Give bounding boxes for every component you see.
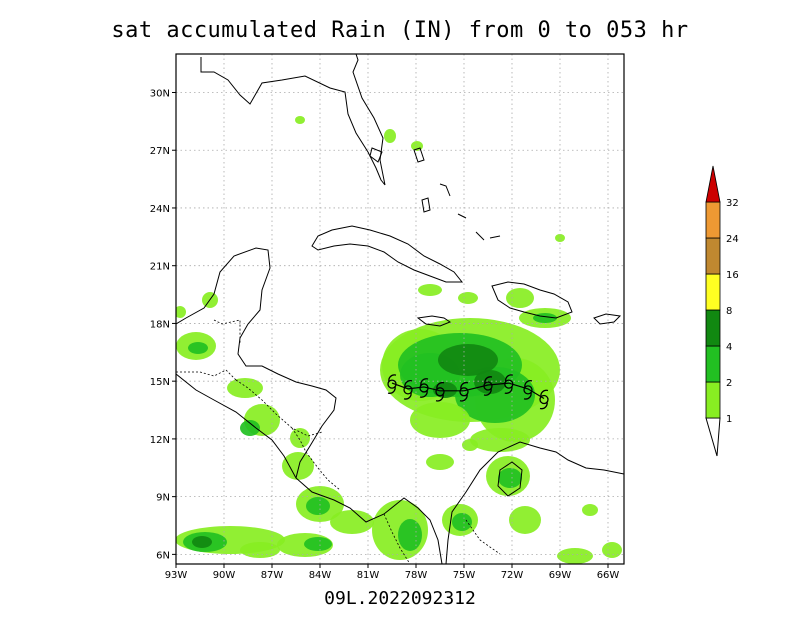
rain-cell	[438, 344, 498, 376]
tropical-storm-symbol	[387, 374, 397, 394]
rain-cell	[557, 548, 593, 564]
tropical-storm-symbol	[403, 380, 413, 400]
lon-tick-label: 87W	[261, 570, 284, 581]
lat-tick-label: 24N	[150, 204, 170, 215]
tropical-storm-symbol	[539, 389, 549, 410]
rain-cell	[304, 537, 332, 551]
lat-tick-label: 27N	[150, 146, 170, 157]
legend-swatch	[705, 201, 721, 239]
lon-tick-label: 90W	[213, 570, 236, 581]
legend-label: 4	[726, 342, 732, 353]
lon-tick-label: 66W	[597, 570, 620, 581]
legend-swatch	[705, 273, 721, 311]
country-borders	[176, 319, 501, 564]
rain-cell	[418, 284, 442, 296]
legend-swatch	[705, 345, 721, 383]
rain-cell	[398, 519, 422, 551]
rain-cell	[602, 542, 622, 558]
rain-cell	[240, 542, 280, 558]
legend-label: 8	[726, 306, 732, 317]
legend-label: 16	[726, 270, 739, 281]
rain-cell	[509, 506, 541, 534]
rain-cell	[458, 292, 478, 304]
rain-cell	[506, 288, 534, 308]
rain-cell	[582, 504, 598, 516]
map-frame	[175, 53, 625, 565]
legend-label: 24	[726, 234, 739, 245]
tropical-storm-symbol	[419, 378, 429, 398]
lon-tick-label: 69W	[549, 570, 572, 581]
rain-cell	[410, 402, 470, 438]
tropical-storm-symbol	[435, 381, 445, 402]
lat-tick-label: 30N	[150, 88, 170, 99]
lat-tick-label: 18N	[150, 319, 170, 330]
legend-label: 2	[726, 378, 732, 389]
lat-tick-label: 9N	[156, 493, 170, 504]
rain-cell	[188, 342, 208, 354]
tropical-storm-symbol	[523, 380, 533, 400]
lat-tick-label: 6N	[156, 550, 170, 561]
storm-track-line	[391, 382, 545, 400]
rain-cell	[462, 439, 478, 451]
rain-cell	[470, 428, 530, 452]
rain-cell	[227, 378, 263, 398]
lat-tick-label: 12N	[150, 435, 170, 446]
lon-tick-label: 84W	[309, 570, 332, 581]
storm-track	[387, 374, 549, 410]
rain-cell	[452, 513, 472, 531]
legend-swatch	[705, 309, 721, 347]
legend-swatch	[705, 381, 721, 419]
lon-tick-label: 72W	[501, 570, 524, 581]
rain-cell	[498, 468, 522, 488]
lon-tick-label: 93W	[165, 570, 188, 581]
rain-cell	[282, 452, 314, 480]
lat-tick-label: 21N	[150, 262, 170, 273]
rain-cell	[426, 454, 454, 470]
rainfall-layer	[176, 116, 622, 564]
rain-cell	[330, 510, 374, 534]
legend-upper-triangle	[705, 165, 721, 203]
rain-cell	[290, 428, 310, 448]
rain-cell	[306, 497, 330, 515]
rain-cell	[384, 129, 396, 143]
chart-title: sat accumulated Rain (IN) from 0 to 053 …	[111, 18, 689, 43]
tropical-storm-symbol	[504, 374, 514, 394]
lon-tick-label: 81W	[357, 570, 380, 581]
rain-cell	[240, 420, 260, 436]
rain-cell	[555, 234, 565, 242]
latitude-axis: 30N 27N 24N 21N 18N 15N 12N 9N 6N	[150, 88, 176, 561]
lon-tick-label: 75W	[453, 570, 476, 581]
legend-label: 32	[726, 198, 739, 209]
rain-cell	[433, 382, 457, 398]
legend-swatch	[705, 237, 721, 275]
rain-cell	[192, 536, 212, 548]
tropical-storm-symbol	[459, 381, 469, 402]
rain-cell	[176, 306, 186, 318]
coastlines	[176, 54, 624, 564]
longitude-axis: 93W 90W 87W 84W 81W 78W 75W 72W 69W 66W	[165, 564, 620, 581]
storm-id-label: 09L.2022092312	[324, 588, 476, 609]
map-background	[176, 54, 624, 564]
legend-label: 1	[726, 414, 732, 425]
legend-lower-tail	[705, 417, 721, 457]
lat-tick-label: 15N	[150, 377, 170, 388]
tropical-storm-symbol	[483, 376, 493, 396]
rain-cell	[295, 116, 305, 124]
lon-tick-label: 78W	[405, 570, 428, 581]
